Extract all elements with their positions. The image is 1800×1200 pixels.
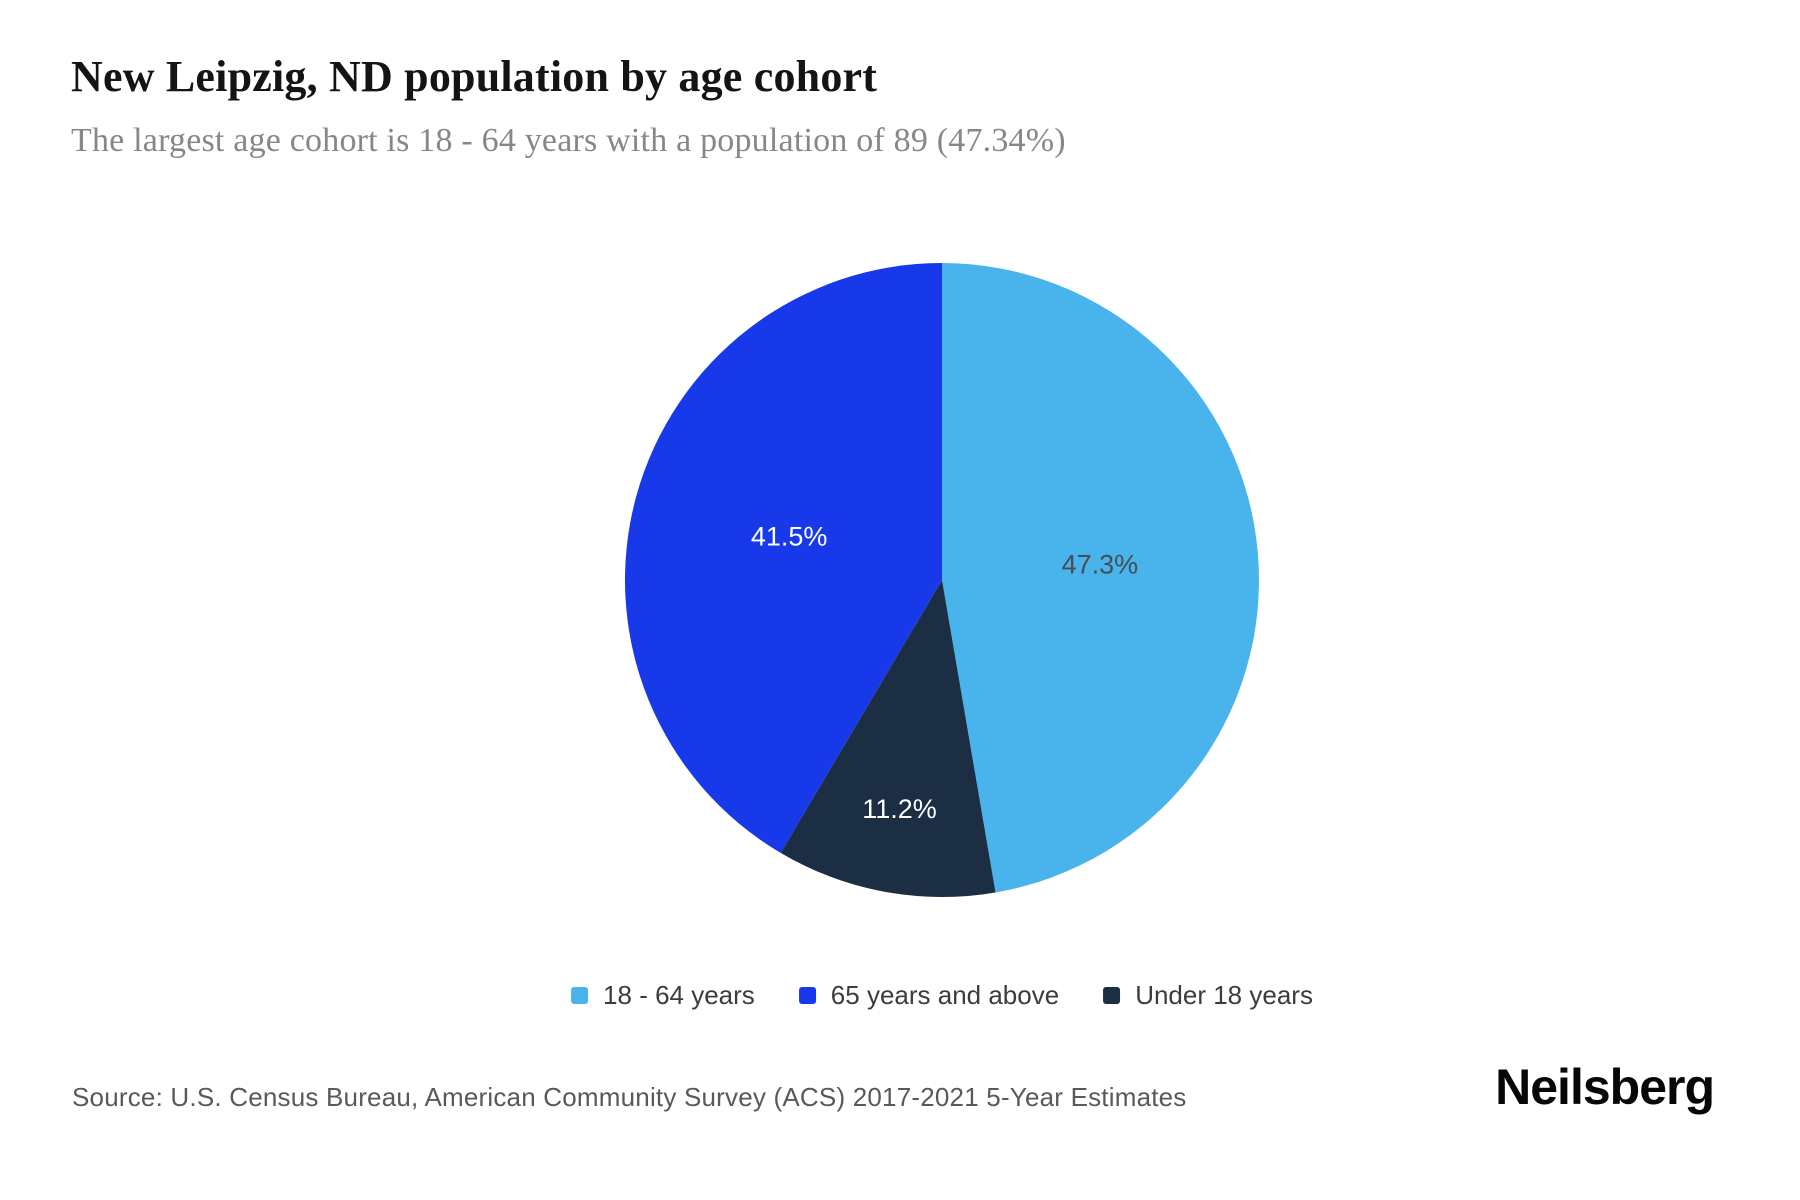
pie-slice-under-18-years[interactable] [780, 580, 996, 898]
pie-slice-value-label: 11.2% [862, 794, 937, 824]
legend-item-under-18-years[interactable]: Under 18 years [1103, 980, 1313, 1011]
chart-legend: 18 - 64 years 65 years and above Under 18 … [571, 980, 1313, 1011]
brand-logo: Neilsberg [1495, 1059, 1715, 1115]
legend-item-65-years-and-above[interactable]: 65 years and above [798, 980, 1060, 1011]
pie-slice-18-64-years[interactable] [942, 263, 1260, 893]
pie-slice-65-years-and-above[interactable] [624, 263, 942, 853]
page-title: New Leipzig, ND population by age cohort [71, 52, 878, 101]
legend-swatch-icon [1103, 987, 1121, 1004]
pie-slice-value-label: 41.5% [751, 521, 828, 551]
legend-label: 65 years and above [830, 980, 1060, 1010]
pie-slice-value-label: 47.3% [1062, 550, 1139, 580]
legend-label: Under 18 years [1135, 980, 1313, 1010]
legend-label: 18 - 64 years [603, 980, 755, 1010]
pie-chart: 47.3% 11.2% 41.5% [624, 263, 1260, 898]
legend-swatch-icon [571, 987, 589, 1004]
page-subtitle: The largest age cohort is 18 - 64 years … [71, 122, 1066, 159]
source-note: Source: U.S. Census Bureau, American Com… [72, 1082, 1187, 1112]
legend-swatch-icon [798, 987, 816, 1004]
legend-item-18-64-years[interactable]: 18 - 64 years [571, 980, 755, 1011]
